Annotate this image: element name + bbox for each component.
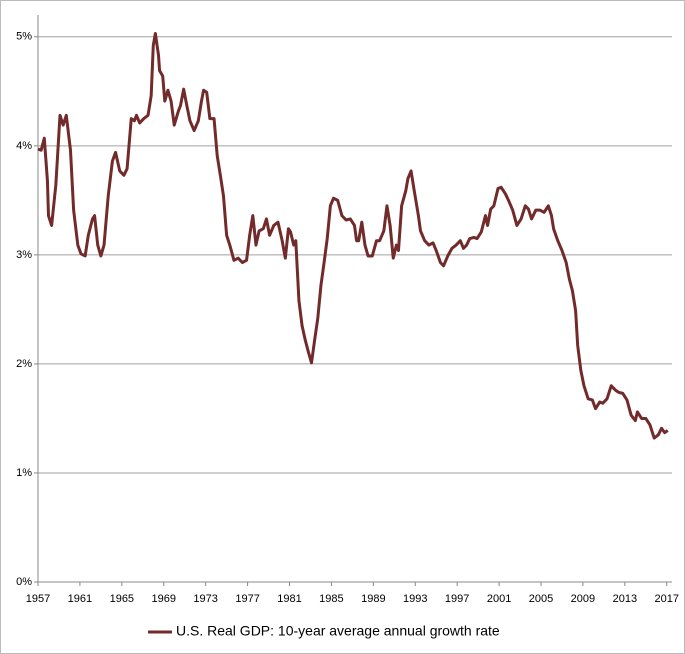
x-tick-label: 1961 <box>68 593 92 605</box>
x-tick-label: 2013 <box>613 593 637 605</box>
x-tick-label: 1993 <box>403 593 427 605</box>
line-series <box>37 32 669 440</box>
x-tick-label: 2017 <box>655 593 679 605</box>
x-tick-label: 2001 <box>487 593 511 605</box>
legend-text: U.S. Real GDP: 10-year average annual gr… <box>176 623 500 639</box>
y-tick-label: 3% <box>16 249 32 261</box>
y-tick-label: 2% <box>16 358 32 370</box>
y-tick-label: 0% <box>16 576 32 588</box>
x-tick-label: 1977 <box>235 593 259 605</box>
x-tick-label: 1969 <box>152 593 176 605</box>
x-tick-label: 1989 <box>361 593 385 605</box>
y-tick-label: 1% <box>16 467 32 479</box>
x-tick-label: 2009 <box>571 593 595 605</box>
y-tick-label: 4% <box>16 140 32 152</box>
x-tick-label: 1973 <box>193 593 217 605</box>
x-tick-label: 1997 <box>445 593 469 605</box>
y-tick-label: 5% <box>16 31 32 43</box>
x-tick-label: 2005 <box>529 593 553 605</box>
x-tick-label: 1957 <box>26 593 50 605</box>
x-tick-label: 1965 <box>110 593 134 605</box>
x-tick-label: 1985 <box>319 593 343 605</box>
x-tick-label: 1981 <box>277 593 301 605</box>
